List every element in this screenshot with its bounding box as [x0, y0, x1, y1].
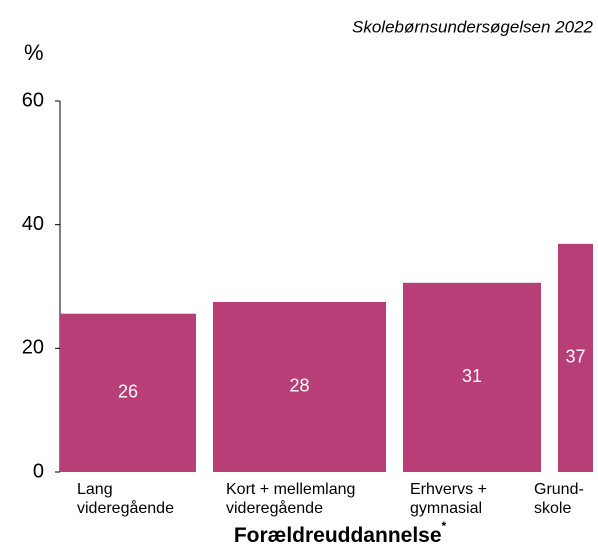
data-label: 28	[289, 376, 309, 396]
x-tick-label: gymnasial	[410, 500, 482, 517]
data-label: 31	[462, 366, 482, 386]
x-tick-label: videregående	[226, 499, 323, 517]
x-axis-label-note: *	[442, 519, 447, 533]
x-tick-label: Erhvervs +	[410, 481, 487, 498]
bar	[213, 301, 386, 472]
data-label: 37	[565, 347, 585, 367]
x-tick-label: Lang	[77, 481, 113, 498]
x-tick-label: Grund-	[534, 481, 584, 498]
data-label: 26	[118, 382, 138, 402]
y-tick-label: 0	[33, 460, 44, 482]
x-tick-label: skole	[534, 500, 571, 517]
y-tick-label: 40	[22, 213, 44, 235]
bar	[60, 313, 196, 472]
bar	[403, 282, 541, 472]
x-axis-label: Forældreuddannelse*	[234, 519, 447, 546]
chart-title: Skolebørnsundersøgelsen 2022	[352, 17, 594, 36]
y-tick-label: 20	[22, 337, 44, 359]
x-axis-label-text: Forældreuddannelse	[234, 524, 442, 547]
x-tick-label: videregående	[77, 499, 174, 517]
y-axis-label: %	[24, 40, 44, 65]
y-tick-label: 60	[22, 89, 44, 111]
x-tick-label: Kort + mellemlang	[226, 481, 355, 498]
bar	[558, 243, 593, 472]
